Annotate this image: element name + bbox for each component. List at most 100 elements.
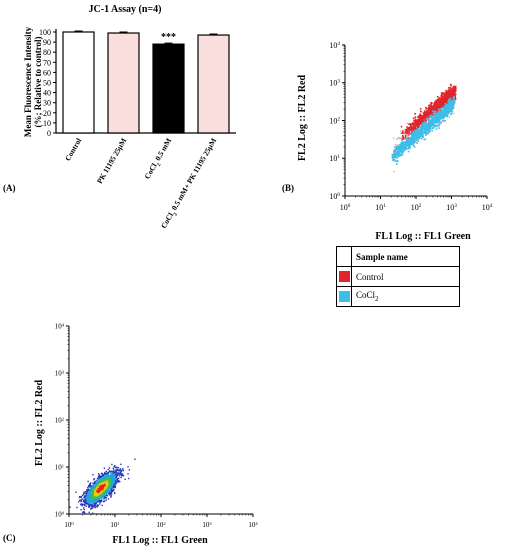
density-point xyxy=(93,491,96,494)
density-point xyxy=(97,492,99,494)
density-point xyxy=(106,486,108,488)
density-point xyxy=(89,498,91,500)
density-point xyxy=(84,504,86,507)
cocl2-point xyxy=(419,133,422,135)
density-point xyxy=(110,483,113,485)
control-point xyxy=(422,119,425,121)
density-point xyxy=(87,498,89,501)
cocl2-point xyxy=(446,106,448,109)
y-tick-label: 101 xyxy=(55,463,64,472)
density-point xyxy=(114,492,116,495)
density-point xyxy=(98,491,100,494)
density-point xyxy=(120,463,122,466)
cocl2-point xyxy=(434,110,436,113)
density-point xyxy=(103,474,105,476)
density-point xyxy=(107,490,109,493)
control-point xyxy=(446,96,449,99)
cocl2-point xyxy=(447,103,450,105)
cocl2-point xyxy=(443,113,446,116)
cocl2-point xyxy=(401,148,404,151)
control-point xyxy=(427,112,430,115)
density-point xyxy=(112,475,114,477)
control-point xyxy=(438,105,441,108)
cocl2-point xyxy=(444,102,447,105)
cocl2-point xyxy=(396,148,399,151)
control-point xyxy=(411,131,413,134)
cocl2-point xyxy=(413,139,416,142)
control-point xyxy=(451,94,454,97)
cocl2-point xyxy=(446,107,448,110)
density-point xyxy=(108,492,111,495)
bar-x-label-1: PK 11195 25μM xyxy=(95,137,128,186)
density-point xyxy=(90,491,92,493)
cocl2-point xyxy=(425,130,428,132)
bar-y-tick-label: 70 xyxy=(43,58,51,67)
cocl2-point xyxy=(437,108,440,111)
density-point xyxy=(88,495,91,498)
control-point xyxy=(432,105,435,108)
control-point xyxy=(430,106,433,108)
cocl2-point xyxy=(430,120,432,122)
density-point xyxy=(101,475,104,477)
density-point xyxy=(107,485,109,487)
density-point xyxy=(97,486,99,489)
density-point xyxy=(104,477,107,479)
density-point xyxy=(114,481,117,484)
density-point xyxy=(92,487,94,489)
density-point xyxy=(119,473,121,475)
density-point xyxy=(113,469,115,471)
cocl2-point xyxy=(452,100,455,103)
density-point xyxy=(93,503,96,505)
density-point xyxy=(91,507,93,509)
cocl2-point xyxy=(395,163,398,165)
control-point xyxy=(420,115,423,117)
density-point xyxy=(92,491,94,493)
density-point xyxy=(83,508,86,511)
cocl2-point xyxy=(450,113,452,116)
density-point xyxy=(109,491,111,494)
control-point xyxy=(438,97,440,99)
cocl2-point xyxy=(400,149,403,151)
control-point xyxy=(441,104,444,106)
density-point xyxy=(110,496,112,498)
density-point xyxy=(106,484,109,487)
cocl2-point xyxy=(403,149,406,152)
density-point xyxy=(95,501,97,503)
density-point xyxy=(102,493,104,495)
density-c-y-label: FL2 Log :: FL2 Red xyxy=(34,380,45,467)
density-point xyxy=(113,478,116,480)
density-point xyxy=(101,497,104,499)
cocl2-point xyxy=(421,123,424,126)
control-point xyxy=(409,122,412,125)
control-point xyxy=(437,108,439,111)
density-point xyxy=(98,480,101,482)
density-point xyxy=(80,496,82,499)
density-point xyxy=(88,485,90,488)
control-point xyxy=(442,91,444,94)
density-point xyxy=(83,499,85,501)
cocl2-point xyxy=(392,156,395,158)
density-point xyxy=(114,478,116,481)
cocl2-point xyxy=(412,131,415,134)
density-point xyxy=(93,490,95,493)
cocl2-point xyxy=(431,120,434,122)
control-point xyxy=(453,92,455,95)
control-point xyxy=(412,127,414,129)
cocl2-point xyxy=(406,141,409,143)
control-point xyxy=(437,98,440,101)
cocl2-point xyxy=(415,132,418,134)
cocl2-point xyxy=(400,150,403,152)
control-point xyxy=(420,110,422,113)
density-point xyxy=(86,497,89,500)
density-point xyxy=(111,475,114,478)
density-point xyxy=(84,495,87,497)
density-point xyxy=(105,480,107,482)
density-point xyxy=(100,479,103,481)
density-point xyxy=(105,475,107,478)
cocl2-point xyxy=(411,134,413,137)
control-point xyxy=(435,100,438,103)
density-point xyxy=(108,487,111,490)
density-point xyxy=(122,474,124,476)
